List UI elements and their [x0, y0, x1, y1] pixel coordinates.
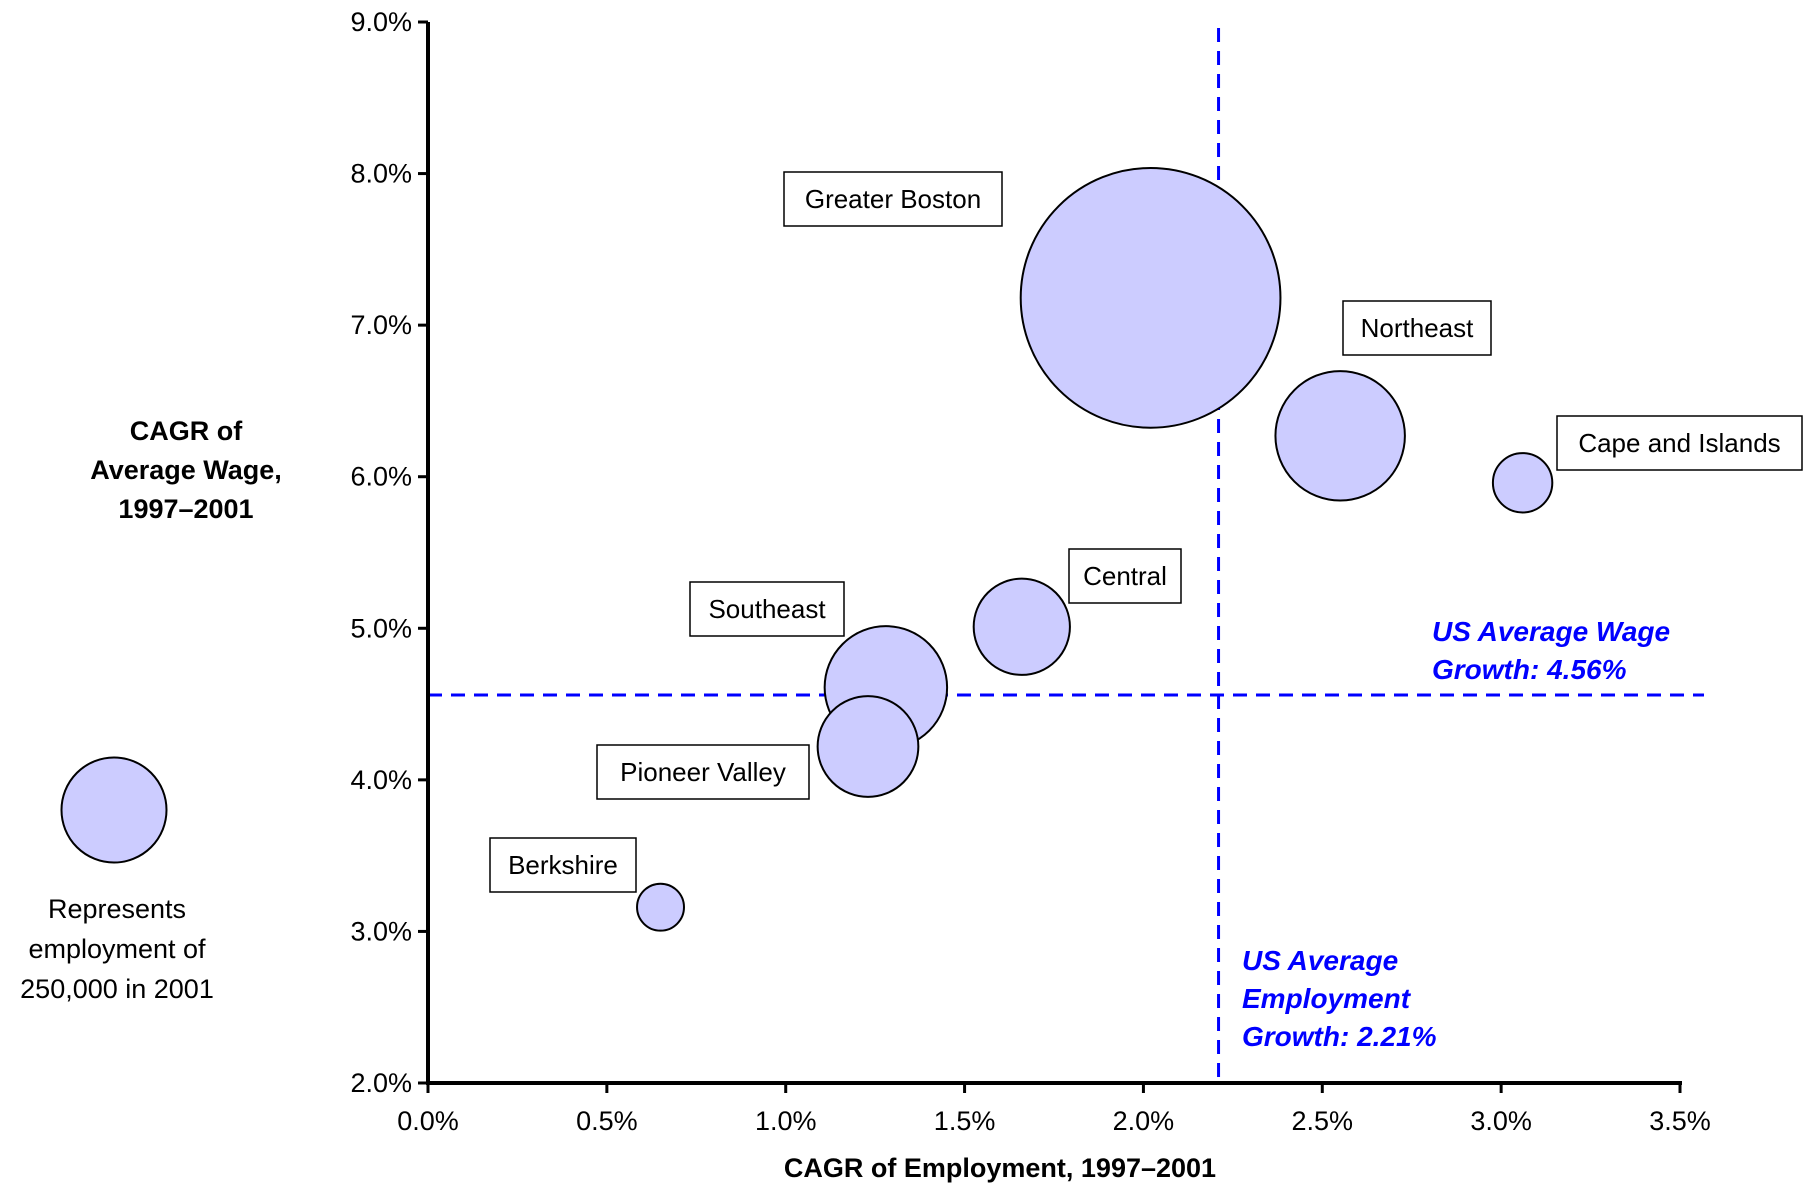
label-box — [783, 171, 1003, 227]
x-tick-label: 2.0% — [1113, 1106, 1175, 1136]
y-tick-label: 7.0% — [350, 310, 412, 340]
us-wage-growth-label: US Average Wage Growth: 4.56% — [1432, 616, 1670, 685]
y-tick-label: 2.0% — [350, 1068, 412, 1098]
bubble-berkshire — [636, 882, 685, 932]
label-box — [689, 581, 845, 637]
label-southeast: Southeast — [689, 581, 845, 637]
y-tick-label: 6.0% — [350, 462, 412, 492]
x-tick-label: 1.5% — [934, 1106, 996, 1136]
bubble-cape-and-islands — [1491, 452, 1554, 514]
x-tick-label: 2.5% — [1292, 1106, 1354, 1136]
y-tick-label: 9.0% — [350, 7, 412, 37]
bubbles — [636, 166, 1554, 932]
label-pioneer-valley: Pioneer Valley — [596, 744, 810, 800]
x-ticks: 0.0% 0.5% 1.0% 1.5% 2.0% 2.5% 3.0% 3.5% — [397, 1083, 1711, 1136]
x-tick-label: 0.0% — [397, 1106, 459, 1136]
label-box — [489, 837, 637, 893]
x-tick-label: 3.0% — [1470, 1106, 1532, 1136]
bubble-labels: Greater Boston Northeast Cape and Islands C… — [489, 171, 1803, 893]
x-tick-label: 3.5% — [1649, 1106, 1711, 1136]
label-text: Central — [1083, 561, 1167, 591]
label-central: Central — [1068, 548, 1182, 604]
x-tick-label: 0.5% — [576, 1106, 638, 1136]
y-tick-label: 3.0% — [350, 916, 412, 946]
label-northeast: Northeast — [1342, 300, 1492, 356]
label-greater-boston: Greater Boston — [783, 171, 1003, 227]
label-text: Berkshire — [508, 850, 618, 880]
us-employment-growth-label: US Average Employment Growth: 2.21% — [1242, 945, 1437, 1052]
axes — [426, 22, 1682, 1085]
bubble-greater-boston — [1019, 166, 1282, 429]
label-cape-and-islands: Cape and Islands — [1556, 415, 1803, 471]
y-tick-label: 5.0% — [350, 613, 412, 643]
label-box — [1556, 415, 1803, 471]
x-axis-title: CAGR of Employment, 1997–2001 — [784, 1153, 1216, 1183]
label-box — [1342, 300, 1492, 356]
y-tick-label: 4.0% — [350, 765, 412, 795]
label-box — [596, 744, 810, 800]
bubble-northeast — [1274, 370, 1406, 502]
reference-lines: US Average Wage Growth: 4.56% US Average Em… — [428, 28, 1704, 1083]
label-text: Northeast — [1361, 313, 1474, 343]
bubble-central — [972, 577, 1071, 676]
y-axis-title: CAGR of Average Wage, 1997–2001 — [90, 416, 282, 524]
bubble-size-legend: Represents employment of 250,000 in 2001 — [20, 756, 214, 1004]
legend-bubble — [60, 756, 168, 864]
x-tick-label: 1.0% — [755, 1106, 817, 1136]
legend-text: Represents employment of 250,000 in 2001 — [20, 894, 214, 1004]
label-text: Cape and Islands — [1578, 428, 1780, 458]
y-tick-label: 8.0% — [350, 159, 412, 189]
label-berkshire: Berkshire — [489, 837, 637, 893]
bubble-pioneer-valley — [816, 695, 920, 798]
label-box — [1068, 548, 1182, 604]
label-text: Southeast — [708, 594, 826, 624]
label-text: Pioneer Valley — [620, 757, 786, 787]
label-text: Greater Boston — [805, 184, 981, 214]
y-ticks: 2.0% 3.0% 4.0% 5.0% 6.0% 7.0% 8.0% 9.0% — [350, 7, 428, 1098]
